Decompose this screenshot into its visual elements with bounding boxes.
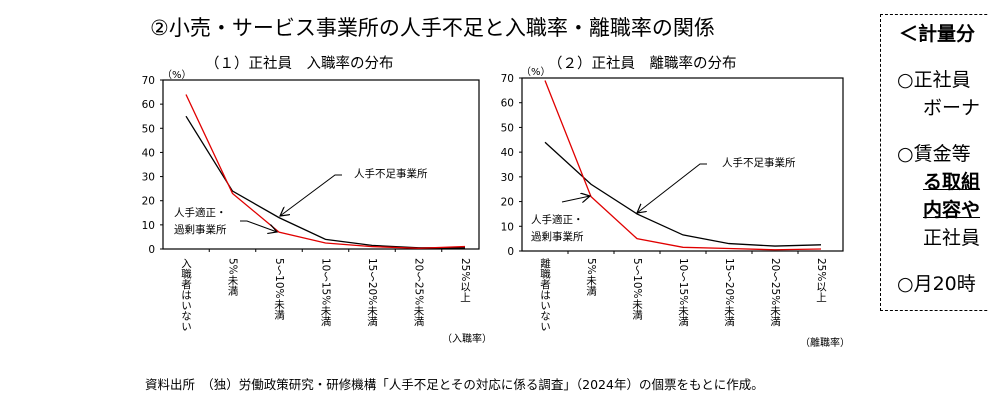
chart1-x-tick-label: 10～15%未満	[319, 258, 332, 327]
page-title: ②小売・サービス事業所の人手不足と入職率・離職率の関係	[150, 16, 715, 40]
chart1-annotation-shortage: 人手不足事業所	[354, 168, 428, 180]
chart1-y-tick-label: 0	[148, 244, 155, 256]
chart2-x-tick-label: 離職者はいない	[539, 258, 551, 332]
chart2-annotation-shortage: 人手不足事業所	[722, 157, 796, 169]
chart2-plot-frame	[521, 77, 844, 252]
chart1-plot-frame	[162, 79, 480, 250]
chart1-y-tick-label: 60	[142, 99, 155, 111]
chart2-y-tick-label: 50	[501, 122, 514, 134]
chart2-x-tick-label: 20～25%未満	[769, 258, 781, 327]
chart2-y-tick-label: 20	[501, 197, 514, 209]
side-line-7: ○月20時	[897, 273, 976, 295]
chart2-x-axis-label: （離職率）	[800, 338, 850, 349]
chart1-title: （１）正社員 入職率の分布	[205, 56, 394, 72]
chart2-y-tick-label: 0	[507, 246, 514, 258]
chart1-y-tick-label: 70	[142, 75, 155, 87]
chart2-x-tick-label: 5～10%未満	[631, 258, 643, 320]
side-heading: ＜計量分	[899, 23, 976, 45]
chart1-x-tick-label: 5～10%未満	[273, 258, 285, 320]
chart1-y-tick-label: 10	[142, 220, 155, 232]
chart2-annotation-adequate-line2: 過剰事業所	[531, 231, 584, 243]
chart1-x-tick-label: 25%以上	[459, 258, 471, 303]
chart1-annotation-adequate: 人手適正・ 過剰事業所	[174, 205, 227, 239]
side-line-5: 内容や	[923, 199, 981, 221]
chart1-x-tick-label: 5%未満	[226, 258, 239, 296]
chart2-x-tick-label: 5%未満	[585, 258, 597, 296]
chart1-annotation-adequate-line1: 人手適正・	[174, 207, 227, 219]
chart1-x-tick-label: 20～25%未満	[412, 258, 425, 327]
chart2-x-tick-label: 25%以上	[815, 258, 827, 303]
chart2-y-tick-label: 30	[501, 172, 514, 184]
chart1-y-tick-label: 40	[142, 147, 155, 159]
chart2-y-tick-label: 40	[501, 147, 514, 159]
chart2-x-tick-label: 15～20%未満	[723, 258, 735, 327]
chart2-annotation-adequate: 人手適正・ 過剰事業所	[531, 212, 584, 246]
chart1-series-adequate-line	[185, 94, 466, 249]
chart2-y-tick-label: 70	[501, 73, 514, 85]
chart2-x-tick-label: 10～15%未満	[677, 258, 689, 327]
chart2-y-unit: （%）	[521, 67, 551, 78]
chart2-series-shortage-line	[544, 141, 822, 247]
chart1-plot: 0 10 20 30 40 50 60 70	[142, 75, 480, 256]
side-line-3: ○賃金等	[897, 143, 971, 165]
side-line-6: 正社員	[923, 227, 981, 249]
side-line-1: ○正社員	[897, 69, 971, 91]
source-note: 資料出所 （独）労働政策研究・研修機構「人手不足とその対応に係る調査」（2024…	[145, 377, 764, 392]
chart1-x-tick-label: 入職者はいない	[180, 258, 192, 332]
chart1-shortage-arrow	[280, 174, 342, 216]
side-line-2: ボーナ	[923, 97, 981, 119]
chart1-x-tick-label: 15～20%未満	[366, 258, 378, 327]
chart1-y-tick-label: 20	[142, 196, 155, 208]
chart2-y-tick-label: 60	[501, 98, 514, 110]
chart1-adequate-arrow	[240, 220, 277, 232]
chart2-adequate-arrow	[561, 196, 590, 202]
chart1-y-tick-label: 30	[142, 172, 155, 184]
chart1-x-axis-label: （入職率）	[442, 334, 492, 345]
chart1-annotation-adequate-line2: 過剰事業所	[174, 224, 227, 236]
analysis-summary-box: ＜計量分 ○正社員 ボーナ ○賃金等 る取組 内容や 正社員 ○月20時	[880, 14, 988, 311]
chart2-annotation-adequate-line1: 人手適正・	[531, 214, 584, 226]
chart2-title: （２）正社員 離職率の分布	[548, 56, 737, 72]
chart1-y-unit: （%）	[162, 70, 192, 81]
side-line-4: る取組	[923, 171, 981, 193]
chart2-shortage-arrow	[637, 163, 707, 213]
chart2-y-tick-label: 10	[501, 221, 514, 233]
chart1-y-tick-label: 50	[142, 123, 155, 135]
